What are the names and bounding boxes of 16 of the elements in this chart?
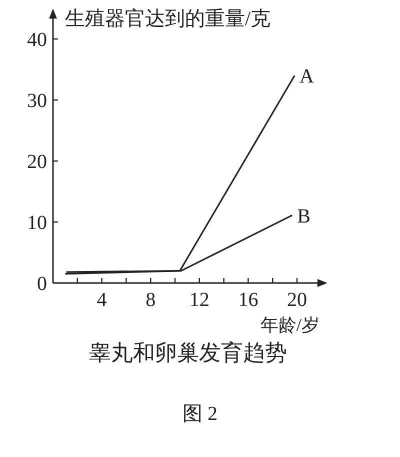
x-tick-label: 16 (238, 289, 258, 311)
x-tick-label: 8 (146, 289, 156, 311)
series-label: A (300, 66, 315, 88)
x-tick-label: 20 (287, 289, 307, 311)
x-tick-label: 12 (189, 289, 210, 311)
y-tick-label: 40 (27, 29, 47, 51)
series-label: B (297, 205, 310, 228)
x-tick-label: 4 (96, 289, 107, 311)
text: 睾丸和卵巢发育趋势 (89, 340, 287, 365)
x-axis-title: 年龄/岁 (260, 315, 320, 335)
y-tick-label: 10 (27, 212, 47, 234)
y-tick-label: 30 (27, 90, 47, 112)
y-tick-label: 20 (27, 151, 47, 173)
caption: 图 2 (182, 403, 218, 425)
y-tick-label: 0 (37, 273, 47, 295)
y-axis-title: 生殖器官达到的重量/克 (65, 7, 271, 30)
